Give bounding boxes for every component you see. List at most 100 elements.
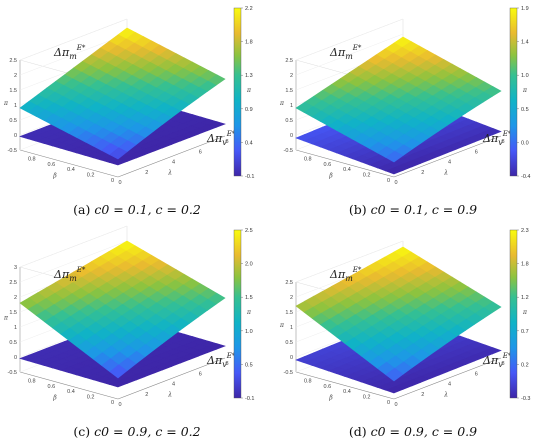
lambda-tick-label: 2 xyxy=(145,392,148,398)
lambda-axis-label: λ xyxy=(167,392,172,399)
lambda-tick-label: 6 xyxy=(475,149,478,155)
beta-tick-label: 0.8 xyxy=(304,378,312,384)
lambda-tick-label: 0 xyxy=(394,402,397,408)
colorbar-tick-label: -0.4 xyxy=(521,174,530,180)
z-tick-label: 1.5 xyxy=(285,310,293,316)
z-tick-label: 1 xyxy=(290,325,293,331)
z-tick-label: 1 xyxy=(14,325,17,331)
colorbar-tick-label: 1.2 xyxy=(521,295,529,301)
colorbar-tick-label: 0.9 xyxy=(245,107,253,113)
lambda-tick-label: 4 xyxy=(448,160,451,166)
colorbar-label: π xyxy=(246,87,252,94)
beta-axis-label: β xyxy=(328,173,333,180)
surface-manufacturer xyxy=(295,246,502,382)
lambda-axis-line xyxy=(117,357,226,400)
z-axis-label: π xyxy=(279,322,285,329)
colorbar-tick-label: 1.0 xyxy=(245,329,253,335)
z-gridline xyxy=(19,33,128,76)
z-tick-label: 0.5 xyxy=(285,118,293,124)
z-tick-label: 0 xyxy=(14,355,17,361)
z-tick-label: 1 xyxy=(14,103,17,109)
colorbar-tick-label: 0.0 xyxy=(521,140,529,146)
z-tick-label: 2 xyxy=(290,73,293,79)
beta-tick-label: 0.8 xyxy=(28,378,36,384)
beta-axis-line xyxy=(295,149,395,178)
beta-tick-label: 0.6 xyxy=(324,162,332,168)
colorbar xyxy=(233,7,242,177)
colorbar xyxy=(509,229,518,399)
colorbar-tick-label: 2.2 xyxy=(245,6,253,12)
lambda-tick-label: 6 xyxy=(475,371,478,377)
z-tick-label: 2.5 xyxy=(285,280,293,286)
subplot-1: -0.5 0 0.5 1 1.5 2 2.5 π 0 0.2 0.4 0.6 0.8 β 0 2 4 6 8 λ Δπm… xyxy=(3,6,254,217)
surface-patch xyxy=(108,380,128,388)
beta-tick-label: 0.2 xyxy=(87,395,95,401)
lambda-tick-label: 4 xyxy=(172,160,175,166)
z-axis-label: π xyxy=(279,100,285,107)
z-axis-label: π xyxy=(3,315,9,322)
lambda-axis-label: λ xyxy=(443,170,448,177)
lambda-axis-label: λ xyxy=(443,392,448,399)
beta-tick-label: 0.4 xyxy=(67,167,75,173)
surface-patch xyxy=(385,150,404,163)
surface-patch xyxy=(385,367,404,382)
surface-patch xyxy=(109,364,128,379)
lambda-axis-line xyxy=(393,357,502,400)
surface-patch xyxy=(384,386,404,394)
beta-tick-label: 0.6 xyxy=(48,384,56,390)
surface-patch xyxy=(384,167,404,175)
beta-tick-label: 0.4 xyxy=(67,389,75,395)
panel-caption: (a) c0 = 0.1, c = 0.2 xyxy=(73,202,201,217)
beta-tick-label: 0.4 xyxy=(343,167,351,173)
z-tick-label: 0.5 xyxy=(9,118,17,124)
surface-patch xyxy=(109,147,128,160)
colorbar-tick-label: -0.3 xyxy=(521,396,530,402)
colorbar-label: π xyxy=(522,309,528,316)
lambda-tick-label: 2 xyxy=(421,170,424,176)
beta-tick-label: 0.8 xyxy=(28,156,36,162)
colorbar-tick-label: 0.5 xyxy=(521,107,529,113)
z-tick-label: 2 xyxy=(14,73,17,79)
beta-axis-line xyxy=(19,149,119,178)
series-label-manufacturer: ΔπmE* xyxy=(329,44,362,61)
lambda-tick-label: 2 xyxy=(145,170,148,176)
beta-tick-label: 0.2 xyxy=(363,173,371,179)
z-tick-label: 2 xyxy=(290,295,293,301)
z-tick-label: 0.5 xyxy=(9,340,17,346)
colorbar-label: π xyxy=(522,87,528,94)
colorbar xyxy=(509,7,518,177)
colorbar-tick-label: 2.5 xyxy=(245,228,253,234)
colorbar-tick-label: 0.4 xyxy=(245,140,253,146)
surface-manufacturer xyxy=(19,27,226,160)
z-tick-label: 1.5 xyxy=(9,88,17,94)
lambda-axis-label: λ xyxy=(167,170,172,177)
colorbar-tick-label: 1.4 xyxy=(521,40,529,46)
beta-tick-label: 0.2 xyxy=(87,173,95,179)
colorbar-tick-label: 0.5 xyxy=(245,362,253,368)
beta-tick-label: 0 xyxy=(387,178,390,184)
lambda-tick-label: 8 xyxy=(225,139,228,145)
z-gridline xyxy=(295,33,404,76)
lambda-tick-label: 0 xyxy=(394,180,397,186)
z-tick-label: 0 xyxy=(290,355,293,361)
z-tick-label: -0.5 xyxy=(8,370,17,376)
z-tick-label: 2 xyxy=(14,295,17,301)
z-tick-label: -0.5 xyxy=(284,370,293,376)
series-label-vendor: ΔπvE* xyxy=(482,352,512,369)
z-tick-label: -0.5 xyxy=(284,148,293,154)
lambda-tick-label: 0 xyxy=(118,180,121,186)
z-tick-label: 2.5 xyxy=(285,58,293,64)
z-tick-label: 0 xyxy=(14,133,17,139)
z-tick-label: 1.5 xyxy=(285,88,293,94)
subplot-3: -0.5 0 0.5 1 1.5 2 2.5 3 π 0 0.2 0.4 0.6 0.8 β 0 2 4 6 8 λ Δπ… xyxy=(3,225,254,439)
z-tick-label: 0 xyxy=(290,133,293,139)
colorbar-tick-label: -0.1 xyxy=(245,174,254,180)
lambda-tick-label: 2 xyxy=(421,392,424,398)
panel-caption: (c) c0 = 0.9, c = 0.2 xyxy=(73,424,200,439)
z-tick-label: -0.5 xyxy=(8,148,17,154)
subplot-2: -0.5 0 0.5 1 1.5 2 2.5 π 0 0.2 0.4 0.6 0.8 β 0 2 4 6 8 λ Δπm… xyxy=(279,6,530,217)
z-gridline xyxy=(19,225,128,268)
series-label-manufacturer: ΔπmE* xyxy=(53,44,86,61)
beta-axis-label: β xyxy=(52,395,57,402)
